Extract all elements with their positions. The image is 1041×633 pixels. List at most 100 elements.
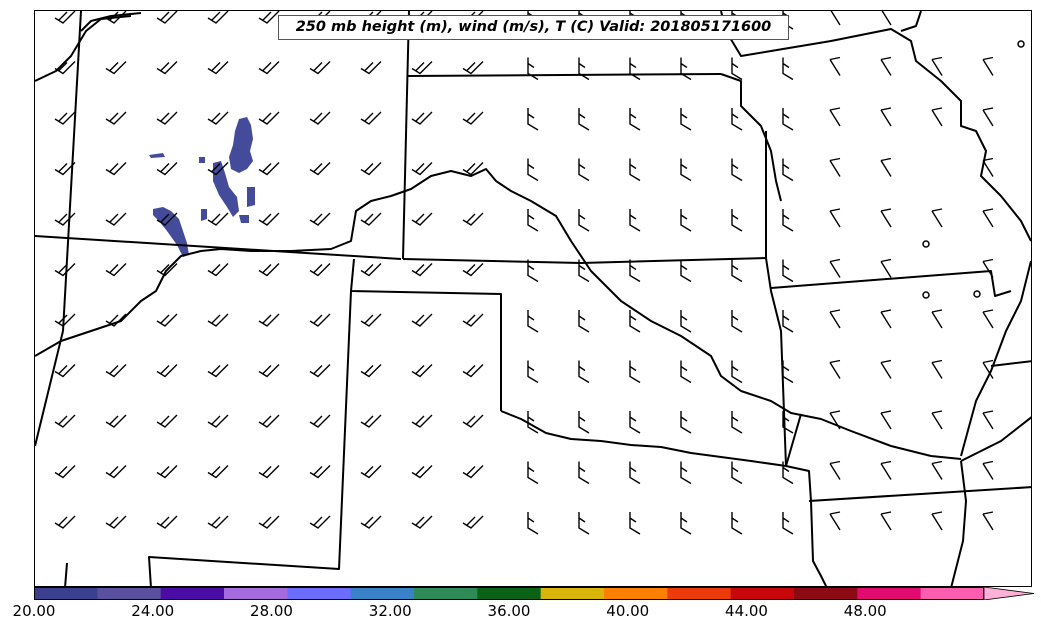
wind-barb — [309, 414, 331, 428]
wind-barb — [207, 414, 229, 428]
calm-wind-markers — [922, 40, 1025, 299]
wind-barb — [54, 414, 76, 428]
wind-barb — [680, 57, 692, 81]
colorbar-cell — [920, 587, 985, 600]
wind-barb — [578, 461, 590, 485]
wind-barb — [931, 107, 943, 127]
wind-barb — [360, 515, 382, 529]
wind-barb — [731, 108, 743, 131]
wind-barb — [829, 410, 841, 430]
wind-barb — [782, 108, 794, 131]
wind-barb — [829, 511, 841, 531]
wind-barb — [54, 61, 76, 75]
wind-barb — [731, 259, 743, 283]
colorbar-extend-arrow — [983, 587, 1034, 600]
wind-barb — [782, 411, 794, 434]
colorbar-cell — [667, 587, 732, 600]
wind-barb — [207, 263, 229, 277]
wind-barb — [309, 162, 331, 176]
wind-barb — [829, 258, 841, 278]
wind-barb — [360, 263, 382, 277]
wind-barb — [782, 57, 794, 81]
wind-barb — [207, 515, 229, 529]
wind-barb — [680, 461, 692, 485]
wind-barb — [156, 263, 178, 277]
wind-barb — [982, 258, 994, 278]
wind-barb — [411, 414, 433, 428]
wind-barb — [829, 460, 841, 480]
colorbar-cell — [160, 587, 225, 600]
wind-barb — [462, 111, 484, 125]
wind-barb — [309, 465, 331, 479]
wind-barb — [829, 107, 841, 127]
wind-barb — [462, 263, 484, 277]
wind-barb — [411, 313, 433, 327]
wind-barb — [360, 111, 382, 125]
wind-barb — [578, 512, 590, 535]
wind-barb — [105, 162, 127, 176]
wind-barb — [258, 162, 280, 176]
colorbar-tick-label: 32.00 — [368, 602, 412, 620]
wind-barb — [880, 410, 892, 430]
wind-barb — [629, 209, 641, 232]
wind-barb — [258, 313, 280, 327]
wind-barb — [731, 209, 743, 232]
colorbar-cell — [287, 587, 352, 600]
wind-barb — [629, 360, 641, 384]
wind-barb — [829, 309, 841, 329]
wind-barb — [782, 158, 794, 182]
wind-barb — [360, 61, 382, 75]
wind-barb — [881, 11, 892, 26]
wind-barb — [411, 364, 433, 378]
wind-barb — [258, 11, 280, 24]
wind-barb — [629, 57, 641, 81]
wind-barb — [782, 461, 794, 485]
wind-barb — [629, 461, 641, 485]
wind-barb — [731, 360, 743, 384]
wind-barb — [207, 212, 229, 226]
wind-barb — [258, 212, 280, 226]
wind-barb — [105, 212, 127, 226]
wind-barb — [54, 515, 76, 529]
wind-barb — [931, 460, 943, 480]
wind-barb — [54, 364, 76, 378]
wind-barb — [880, 208, 892, 228]
wind-barb — [880, 258, 892, 278]
wind-barb — [629, 259, 641, 283]
wind-barb — [880, 56, 892, 76]
wind-barb — [880, 460, 892, 480]
wind-barb — [54, 162, 76, 176]
wind-barb — [309, 61, 331, 75]
wind-barb — [680, 411, 692, 434]
temperature-fill — [149, 117, 255, 257]
wind-barb — [527, 461, 539, 485]
wind-barb — [258, 61, 280, 75]
wind-barb — [578, 310, 590, 333]
wind-barb — [207, 465, 229, 479]
state-boundaries — [35, 11, 1031, 586]
wind-barb — [156, 61, 178, 75]
colorbar-cell — [97, 587, 162, 600]
wind-barb — [54, 11, 76, 24]
wind-barb — [462, 515, 484, 529]
wind-barb — [527, 310, 539, 333]
wind-barb — [360, 212, 382, 226]
wind-barb — [156, 212, 178, 226]
wind-barb — [880, 511, 892, 531]
wind-barb — [680, 158, 692, 182]
wind-barb — [309, 313, 331, 327]
wind-barb — [462, 465, 484, 479]
wind-barb — [156, 515, 178, 529]
wind-barb — [829, 56, 841, 76]
wind-barb — [680, 259, 692, 283]
wind-barb — [880, 157, 892, 177]
wind-barb — [105, 11, 127, 24]
wind-barb — [880, 359, 892, 379]
wind-barb — [578, 108, 590, 131]
wind-barb — [156, 313, 178, 327]
wind-barb — [578, 259, 590, 283]
wind-barb — [527, 360, 539, 384]
wind-barb — [982, 359, 994, 379]
wind-barb — [982, 56, 994, 76]
wind-barb — [680, 108, 692, 131]
